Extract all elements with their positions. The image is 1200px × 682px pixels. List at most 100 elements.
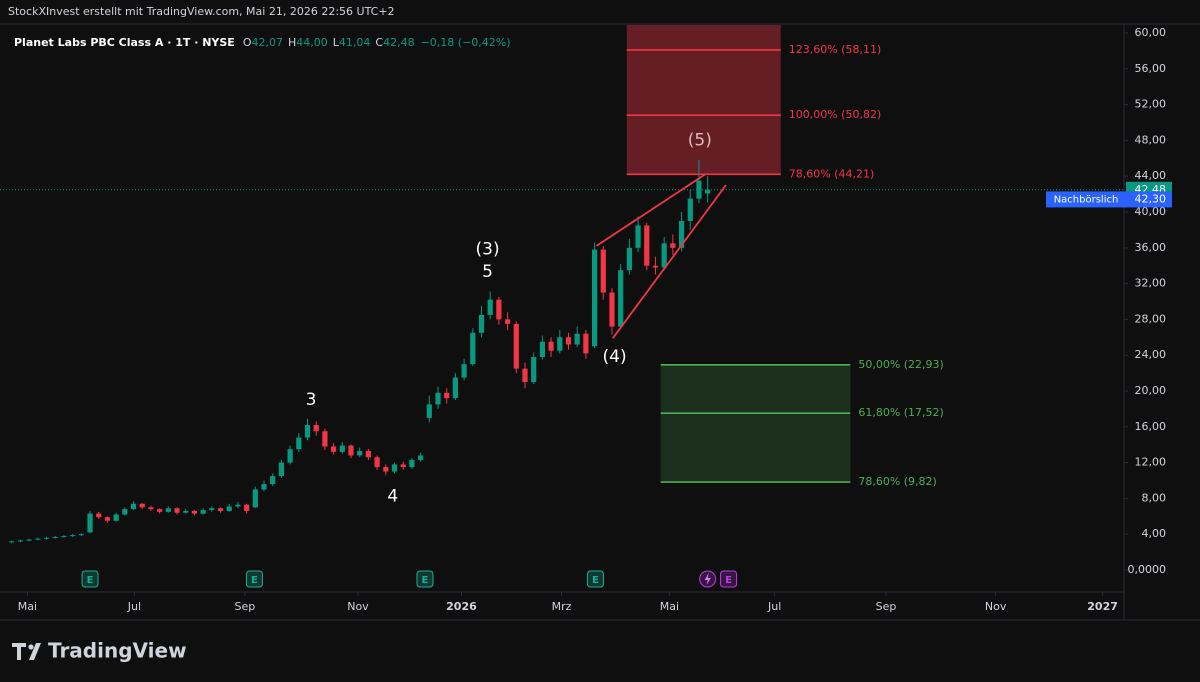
candle-body [531, 356, 537, 383]
x-tick-label: Jul [127, 600, 141, 613]
candle-body [270, 476, 276, 485]
fib-zone [626, 25, 781, 175]
dividend-bolt [704, 573, 711, 585]
candle-body [444, 392, 450, 399]
x-tick-label: Nov [347, 600, 369, 613]
y-tick-label: 36,00 [1135, 241, 1167, 254]
candle-body [696, 180, 702, 199]
candle-body [43, 537, 50, 539]
candle-body [217, 508, 224, 511]
y-tick-label: 20,00 [1135, 384, 1167, 397]
candle-body [52, 536, 58, 538]
y-tick-label: 32,00 [1135, 277, 1167, 290]
candle-body [652, 265, 659, 268]
candle-body [400, 464, 406, 468]
fib-label: 78,60% (44,21) [789, 167, 875, 180]
event-label: E [87, 575, 94, 586]
candle-body [678, 220, 685, 248]
candle-body [583, 333, 589, 354]
legend: Planet Labs PBC Class A · 1T · NYSE O42,0… [14, 36, 511, 49]
wave-label: 4 [387, 487, 398, 507]
candle-body [235, 504, 241, 507]
post-market-name-tag [1046, 191, 1126, 208]
fib-label: 50,00% (22,93) [858, 358, 944, 371]
candle-body [157, 509, 163, 512]
x-tick-label: Sep [235, 600, 256, 613]
legend-value: 44,00 [296, 36, 328, 49]
candle-body [661, 243, 667, 268]
candle-body [183, 510, 189, 513]
fib-label: 78,60% (9,82) [858, 475, 937, 488]
event-icon [245, 570, 263, 588]
candle-body [261, 484, 267, 490]
x-tick-label: 2026 [446, 600, 477, 613]
y-tick-label: 60,00 [1135, 26, 1167, 39]
plot-area: 123,60% (58,11) 100,00% (50,82) 78,60% (44… [0, 25, 1124, 588]
y-tick-label: 8,00 [1142, 491, 1167, 504]
candle-body [209, 508, 215, 511]
candle-body [278, 462, 285, 477]
y-tick-label: 48,00 [1135, 133, 1167, 146]
candle-body [618, 270, 624, 327]
y-tick-label: 56,00 [1135, 62, 1167, 75]
y-tick-label: 40,00 [1135, 205, 1167, 218]
candle-body [304, 425, 311, 438]
candle-body [104, 517, 111, 521]
candle-body [148, 507, 154, 510]
candle-body [487, 299, 493, 315]
candle-body [87, 513, 93, 533]
candle-body [296, 437, 302, 450]
event-icon [586, 570, 604, 588]
wave-label: 5 [482, 262, 493, 282]
legend-value: 41,04 [339, 36, 371, 49]
candle-body [609, 292, 615, 327]
candle-body [365, 450, 372, 458]
event-label: E [251, 575, 258, 586]
candle-body [513, 323, 519, 369]
fib-label: 100,00% (50,82) [789, 108, 882, 121]
candle-body [191, 510, 198, 514]
candle-body [9, 541, 15, 543]
y-tick-label: 28,00 [1135, 312, 1167, 325]
candle-body [244, 504, 250, 511]
y-tick-label: 52,00 [1135, 98, 1167, 111]
y-tick-label: 16,00 [1135, 420, 1167, 433]
candle-body [61, 535, 67, 537]
caption: StockXInvest erstellt mit TradingView.co… [8, 5, 395, 18]
candle-body [470, 332, 476, 365]
wave-label: 3 [306, 390, 317, 410]
candle-body [348, 445, 354, 456]
x-tick-label: Nov [985, 600, 1007, 613]
legend-value: 42,07 [251, 36, 283, 49]
legend-key: C [375, 36, 383, 49]
wave-label: (5) [688, 130, 712, 150]
candle-body [374, 457, 380, 468]
x-tick-label: Mrz [552, 600, 572, 613]
x-tick-label: Mai [660, 600, 679, 613]
fib-zone [660, 364, 851, 483]
candle-body [70, 535, 76, 537]
event-icon [720, 570, 738, 588]
candle-body [705, 189, 711, 194]
candle-body [478, 314, 485, 333]
y-tick-label: 4,00 [1142, 527, 1167, 540]
candle-body [452, 377, 458, 399]
candle-body [426, 404, 432, 418]
candle-body [565, 337, 572, 345]
event-label: E [422, 575, 429, 586]
candle-body [17, 540, 24, 542]
event-icon [416, 570, 434, 588]
post-market-label: 42,30 [1135, 192, 1167, 205]
x-tick-label: Jul [767, 600, 781, 613]
candle-body [626, 247, 632, 271]
candle-body [496, 299, 502, 320]
candle-body [539, 341, 545, 357]
candle-body [78, 534, 84, 536]
candle-body [687, 198, 693, 221]
candle-body [322, 431, 328, 447]
post-market-tag [1126, 191, 1172, 208]
candle-body [670, 243, 676, 248]
candle-body [174, 508, 180, 513]
